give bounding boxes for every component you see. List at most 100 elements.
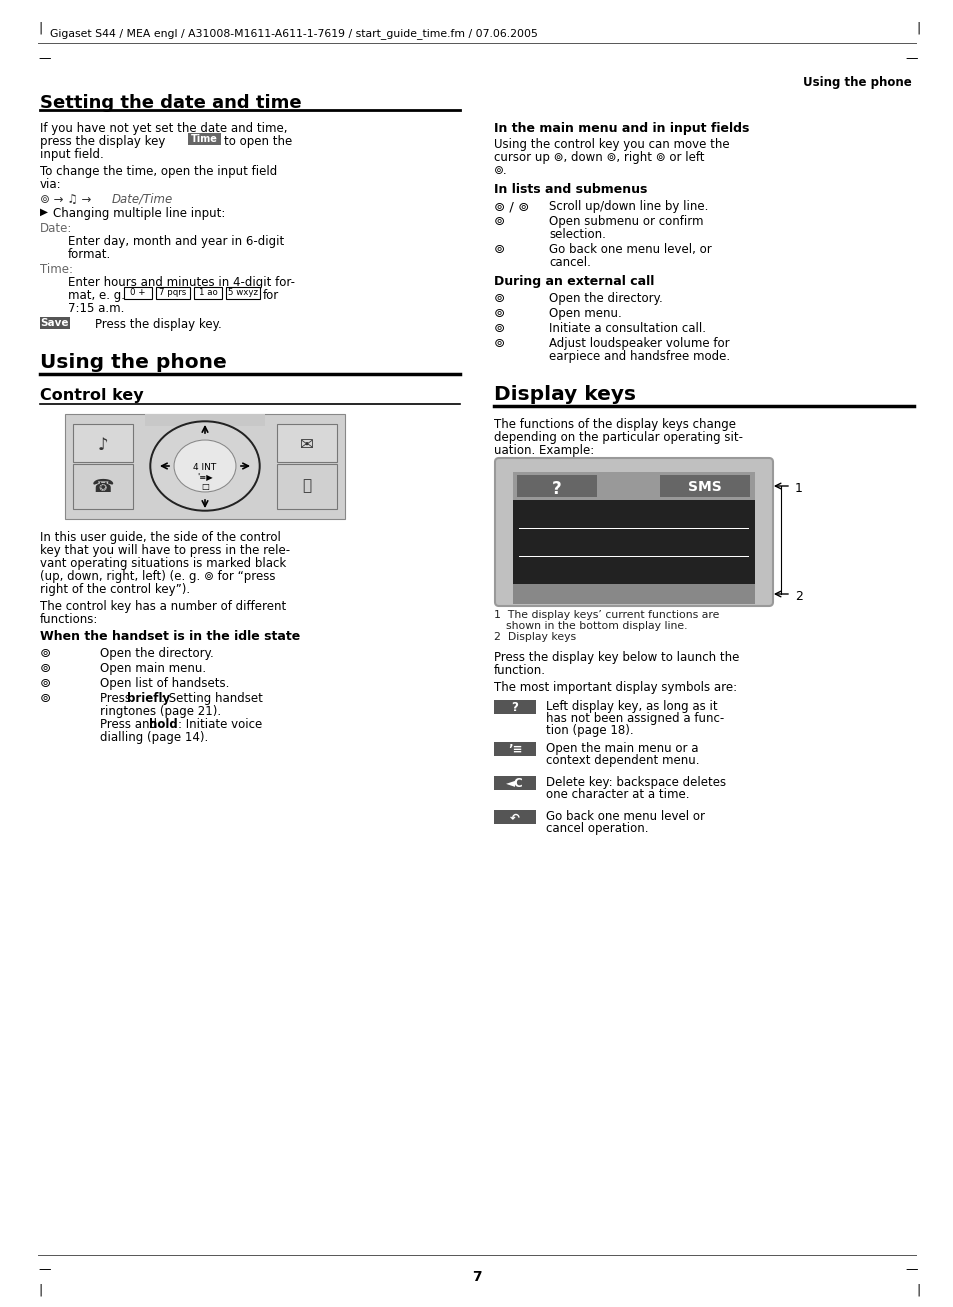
Bar (276, 464, 336, 508)
Text: has not been assigned a func-: has not been assigned a func- (545, 712, 723, 725)
Text: The functions of the display keys change: The functions of the display keys change (494, 418, 735, 431)
Text: Adjust loudspeaker volume for: Adjust loudspeaker volume for (548, 337, 729, 350)
Bar (145, 414, 265, 426)
Text: ⊚: ⊚ (40, 647, 51, 660)
Text: To change the time, open the input field: To change the time, open the input field (40, 165, 277, 178)
Text: Left display key, as long as it: Left display key, as long as it (545, 701, 717, 714)
Text: Open main menu.: Open main menu. (100, 663, 206, 674)
Text: ↶: ↶ (510, 812, 519, 823)
Text: Go back one menu level or: Go back one menu level or (545, 810, 704, 823)
Bar (65, 414, 345, 519)
Text: Go back one menu level, or: Go back one menu level, or (548, 243, 711, 256)
Text: one character at a time.: one character at a time. (545, 788, 689, 801)
Bar (494, 742, 536, 755)
Text: In lists and submenus: In lists and submenus (494, 183, 647, 196)
Text: Press the display key below to launch the: Press the display key below to launch th… (494, 651, 739, 664)
Text: Open menu.: Open menu. (548, 307, 621, 320)
Text: mat, e. g.: mat, e. g. (68, 289, 125, 302)
Text: '≡▶: '≡▶ (197, 472, 213, 481)
Text: ⊚: ⊚ (494, 291, 504, 305)
Text: 2: 2 (794, 589, 802, 603)
Text: vant operating situations is marked black: vant operating situations is marked blac… (40, 557, 286, 570)
Text: ✉: ✉ (300, 437, 314, 454)
Text: ♪: ♪ (97, 437, 109, 454)
Text: press the display key: press the display key (40, 135, 165, 148)
Text: 0 +: 0 + (131, 288, 146, 297)
Text: The control key has a number of different: The control key has a number of differen… (40, 600, 286, 613)
Text: tion (page 18).: tion (page 18). (545, 724, 633, 737)
Text: briefly: briefly (127, 691, 170, 704)
Text: Save: Save (41, 318, 70, 328)
Text: 1  The display keys’ current functions are: 1 The display keys’ current functions ar… (494, 610, 719, 620)
Text: ⓘ: ⓘ (302, 478, 312, 493)
Text: 5 wxyz: 5 wxyz (228, 288, 257, 297)
Text: Open submenu or confirm: Open submenu or confirm (548, 214, 702, 227)
Text: Date/Time: Date/Time (112, 193, 173, 207)
Text: Open list of handsets.: Open list of handsets. (100, 677, 229, 690)
Text: ⊚: ⊚ (40, 663, 51, 674)
Text: ◄C: ◄C (506, 776, 523, 789)
Text: Press the display key.: Press the display key. (95, 318, 221, 331)
Text: 1: 1 (794, 482, 802, 495)
Text: Delete key: backspace deletes: Delete key: backspace deletes (545, 776, 725, 789)
Text: cursor up ⊚, down ⊚, right ⊚ or left: cursor up ⊚, down ⊚, right ⊚ or left (494, 152, 703, 163)
Text: —: — (38, 1263, 51, 1276)
Text: ⊚ / ⊚: ⊚ / ⊚ (494, 200, 529, 213)
Text: Time: Time (191, 135, 217, 144)
Text: context dependent menu.: context dependent menu. (545, 754, 699, 767)
Text: earpiece and handsfree mode.: earpiece and handsfree mode. (548, 350, 729, 363)
Ellipse shape (150, 421, 260, 511)
Text: Open the directory.: Open the directory. (100, 647, 213, 660)
Text: 4 INT: 4 INT (193, 463, 216, 472)
Text: Enter day, month and year in 6-digit: Enter day, month and year in 6-digit (68, 235, 284, 248)
Text: function.: function. (494, 664, 545, 677)
Text: Open the directory.: Open the directory. (548, 291, 662, 305)
Text: ’≡: ’≡ (507, 742, 521, 755)
Bar (40, 318, 70, 329)
Text: Date:: Date: (40, 222, 72, 235)
FancyBboxPatch shape (495, 457, 772, 606)
Text: ☎: ☎ (91, 478, 114, 495)
Text: 2  Display keys: 2 Display keys (494, 633, 576, 642)
Text: input field.: input field. (40, 148, 104, 161)
Bar (494, 810, 536, 823)
Text: for: for (263, 289, 279, 302)
Text: hold: hold (149, 718, 177, 731)
Text: (up, down, right, left) (e. g. ⊚ for “press: (up, down, right, left) (e. g. ⊚ for “pr… (40, 570, 275, 583)
Text: selection.: selection. (548, 227, 605, 240)
Text: ?: ? (552, 480, 561, 498)
Text: ⊚: ⊚ (494, 337, 504, 350)
Text: In the main menu and in input fields: In the main menu and in input fields (494, 122, 749, 135)
Bar (188, 133, 221, 145)
Text: 7 pqrs: 7 pqrs (159, 288, 187, 297)
Bar (517, 474, 597, 497)
Text: —: — (904, 1263, 917, 1276)
Bar (494, 701, 536, 714)
Text: In this user guide, the side of the control: In this user guide, the side of the cont… (40, 531, 280, 544)
Ellipse shape (173, 440, 235, 491)
Text: via:: via: (40, 178, 62, 191)
Text: cancel operation.: cancel operation. (545, 822, 648, 835)
Text: key that you will have to press in the rele-: key that you will have to press in the r… (40, 544, 290, 557)
Text: 7: 7 (472, 1270, 481, 1283)
Text: : Setting handset: : Setting handset (161, 691, 263, 704)
Text: |: | (915, 22, 920, 35)
Bar (73, 423, 132, 461)
Text: ⊚: ⊚ (40, 677, 51, 690)
Ellipse shape (152, 423, 257, 508)
Text: dialling (page 14).: dialling (page 14). (100, 731, 208, 744)
Text: right of the control key”).: right of the control key”). (40, 583, 190, 596)
Text: functions:: functions: (40, 613, 98, 626)
Text: depending on the particular operating sit-: depending on the particular operating si… (494, 431, 742, 444)
Bar (156, 288, 190, 299)
Text: ⊚ → ♫ →: ⊚ → ♫ → (40, 193, 91, 207)
Text: cancel.: cancel. (548, 256, 590, 269)
Text: ⊚.: ⊚. (494, 163, 507, 176)
Bar (73, 464, 132, 508)
Text: uation. Example:: uation. Example: (494, 444, 594, 457)
Text: Enter hours and minutes in 4-digit for-: Enter hours and minutes in 4-digit for- (68, 276, 294, 289)
Text: shown in the bottom display line.: shown in the bottom display line. (505, 621, 687, 631)
Text: ringtones (page 21).: ringtones (page 21). (100, 704, 221, 718)
Bar (276, 423, 336, 461)
Text: Gigaset S44 / MEA engl / A31008-M1611-A611-1-7619 / start_guide_time.fm / 07.06.: Gigaset S44 / MEA engl / A31008-M1611-A6… (50, 27, 537, 39)
